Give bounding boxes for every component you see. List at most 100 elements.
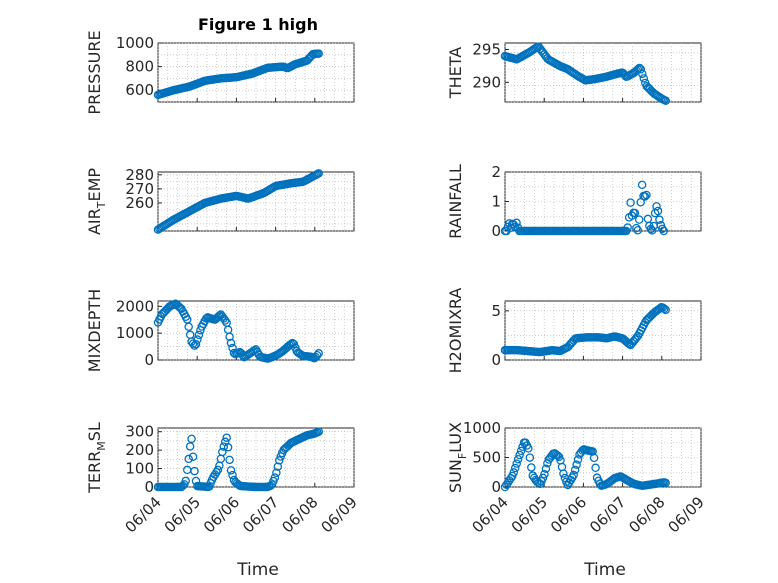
y-tick-label: 260: [125, 194, 154, 212]
data-point: [525, 453, 535, 462]
y-axis-label-text: PRESSURE: [85, 30, 104, 114]
data-point: [226, 466, 236, 475]
y-axis-label-text-rest: EMP: [85, 168, 104, 202]
y-axis-label: AIRTEMP: [85, 168, 108, 235]
data-point: [660, 304, 669, 314]
y-axis-label-text: RAINFALL: [446, 164, 465, 239]
figure-title: Figure 1 high: [198, 15, 318, 34]
data-point: [569, 470, 578, 480]
y-tick-label: 1000: [116, 324, 154, 342]
data-point: [661, 478, 670, 488]
data-point: [647, 226, 657, 235]
x-tick-label: 06/08: [625, 493, 668, 536]
y-tick-label: 270: [125, 180, 154, 198]
data-point: [659, 226, 669, 236]
data-point: [572, 460, 581, 469]
x-axis-label-right: Time: [583, 560, 626, 580]
data-point: [218, 447, 227, 457]
subplot-h2omixra: 0 5 H2OMIXRA: [446, 288, 702, 374]
y-axis-label: TERRMSL: [85, 422, 108, 494]
data-point: [272, 468, 281, 478]
data-point: [190, 466, 199, 476]
x-tick-label: 06/09: [318, 493, 361, 536]
y-axis-label: RAINFALL: [446, 164, 465, 239]
y-tick-label: 5: [491, 302, 501, 320]
data-point: [512, 459, 521, 468]
data-point: [653, 206, 663, 216]
data-point: [314, 349, 323, 358]
data-point: [634, 215, 644, 224]
x-tick-label: 06/05: [508, 493, 551, 536]
data-point: [515, 450, 524, 460]
data-point: [632, 223, 641, 233]
data-point: [570, 465, 580, 475]
data-point: [314, 427, 323, 436]
y-tick-label: 1: [491, 193, 501, 211]
data-point: [188, 452, 198, 461]
y-tick-label: 1000: [116, 34, 154, 52]
subplot-mixdepth: 0 1000 2000 MIXDEPTH: [85, 289, 355, 372]
data-point: [524, 444, 533, 453]
y-tick-label: 0: [144, 478, 154, 496]
axes-box: [504, 171, 702, 232]
x-tick-label: 06/04: [122, 493, 165, 536]
y-tick-label: 0: [144, 351, 154, 369]
x-tick-label: 06/07: [586, 493, 629, 536]
y-axis-label-text-rest: SL: [85, 422, 104, 441]
data-point: [181, 476, 191, 486]
data-point: [639, 74, 649, 83]
y-axis-label-text: TERR: [85, 451, 104, 494]
data-point: [313, 350, 322, 360]
data-point: [510, 463, 520, 473]
data-point: [225, 332, 234, 342]
y-axis-label: THETA: [446, 47, 465, 99]
data-point: [314, 49, 323, 58]
y-tick-label: 2: [491, 163, 501, 181]
y-axis-label: SUNFLUX: [446, 422, 469, 493]
y-axis-label: MIXDEPTH: [85, 289, 104, 372]
x-axis-label-left: Time: [236, 560, 279, 580]
data-point: [655, 215, 664, 224]
y-axis-label: PRESSURE: [85, 30, 104, 114]
y-axis-label-text: H2OMIXRA: [446, 288, 465, 374]
data-point: [633, 65, 643, 74]
y-tick-label: 300: [125, 423, 154, 441]
data-point: [187, 434, 196, 444]
y-tick-label: 600: [125, 81, 154, 99]
x-tick-label: 06/04: [469, 493, 512, 536]
data-point: [559, 469, 568, 478]
y-axis-label: H2OMIXRA: [446, 288, 465, 374]
data-point: [184, 322, 193, 332]
data-point: [223, 443, 233, 452]
data-point: [633, 225, 643, 235]
data-point: [193, 335, 202, 344]
subplot-theta: 290 295 THETA: [446, 41, 702, 105]
data-point: [591, 463, 600, 473]
y-tick-label: 1000: [463, 419, 501, 437]
x-tick-label: 06/06: [547, 493, 590, 536]
data-point: [642, 190, 651, 200]
x-tick-label: 06/06: [200, 493, 243, 536]
y-tick-label: 200: [125, 441, 154, 459]
y-axis-label-text-rest: LUX: [446, 422, 465, 453]
y-axis-label-text: THETA: [446, 47, 465, 99]
data-point: [228, 470, 237, 480]
y-axis-label-text: SUN: [446, 459, 465, 493]
data-point: [636, 65, 646, 74]
subplot-rainfall: 0 1 2 RAINFALL: [446, 163, 702, 240]
data-point: [661, 96, 670, 105]
y-tick-label: 100: [125, 460, 154, 478]
data-point: [275, 456, 284, 465]
data-point: [314, 169, 323, 178]
y-tick-label: 0: [491, 478, 501, 496]
y-tick-label: 280: [125, 166, 154, 184]
data-point: [661, 305, 670, 315]
data-point: [226, 338, 236, 348]
data-point: [640, 192, 650, 201]
data-point: [658, 224, 667, 234]
